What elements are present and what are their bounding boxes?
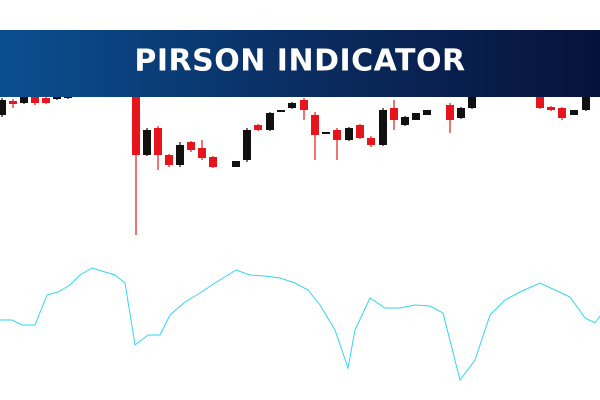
candle-body xyxy=(300,100,308,110)
candle-body xyxy=(356,125,364,138)
candle-body xyxy=(0,100,6,115)
candle-body xyxy=(412,113,420,120)
candle-body xyxy=(232,161,240,167)
candle-body xyxy=(165,155,173,165)
candle-body xyxy=(31,96,39,103)
candle-body xyxy=(390,108,398,120)
candle-body xyxy=(558,108,566,118)
candle-body xyxy=(198,148,206,158)
candle-body xyxy=(401,117,409,125)
candle-body xyxy=(154,128,162,155)
candle-body xyxy=(446,105,454,120)
candle-body xyxy=(9,101,17,104)
candle-body xyxy=(187,142,195,150)
candle-body xyxy=(243,130,251,160)
candle-body xyxy=(367,138,375,145)
candle-body xyxy=(176,145,184,165)
candle-body xyxy=(322,132,330,134)
candle-body xyxy=(254,125,262,130)
candle-body xyxy=(582,97,590,110)
candle-body xyxy=(547,107,555,110)
chart-title: PIRSON INDICATOR xyxy=(134,44,465,79)
candle-body xyxy=(53,97,61,99)
candle-body xyxy=(468,97,476,108)
candle-body xyxy=(132,97,140,155)
candle-body xyxy=(20,97,28,103)
candle-body xyxy=(209,157,217,167)
candle-body xyxy=(457,108,465,118)
candle-body xyxy=(379,110,387,145)
candle-body xyxy=(311,115,319,135)
candle-body xyxy=(288,103,296,108)
title-banner xyxy=(0,30,600,97)
candle-body xyxy=(143,130,151,155)
candle-body xyxy=(570,110,578,115)
plot-area xyxy=(0,96,600,382)
candle-body xyxy=(333,130,341,140)
candle-body xyxy=(536,97,544,108)
indicator-line xyxy=(0,267,600,382)
candle-body xyxy=(423,110,431,115)
candle-body xyxy=(277,110,285,112)
candle-body xyxy=(345,128,353,140)
candle-body xyxy=(42,98,50,103)
candle-body xyxy=(266,113,274,130)
